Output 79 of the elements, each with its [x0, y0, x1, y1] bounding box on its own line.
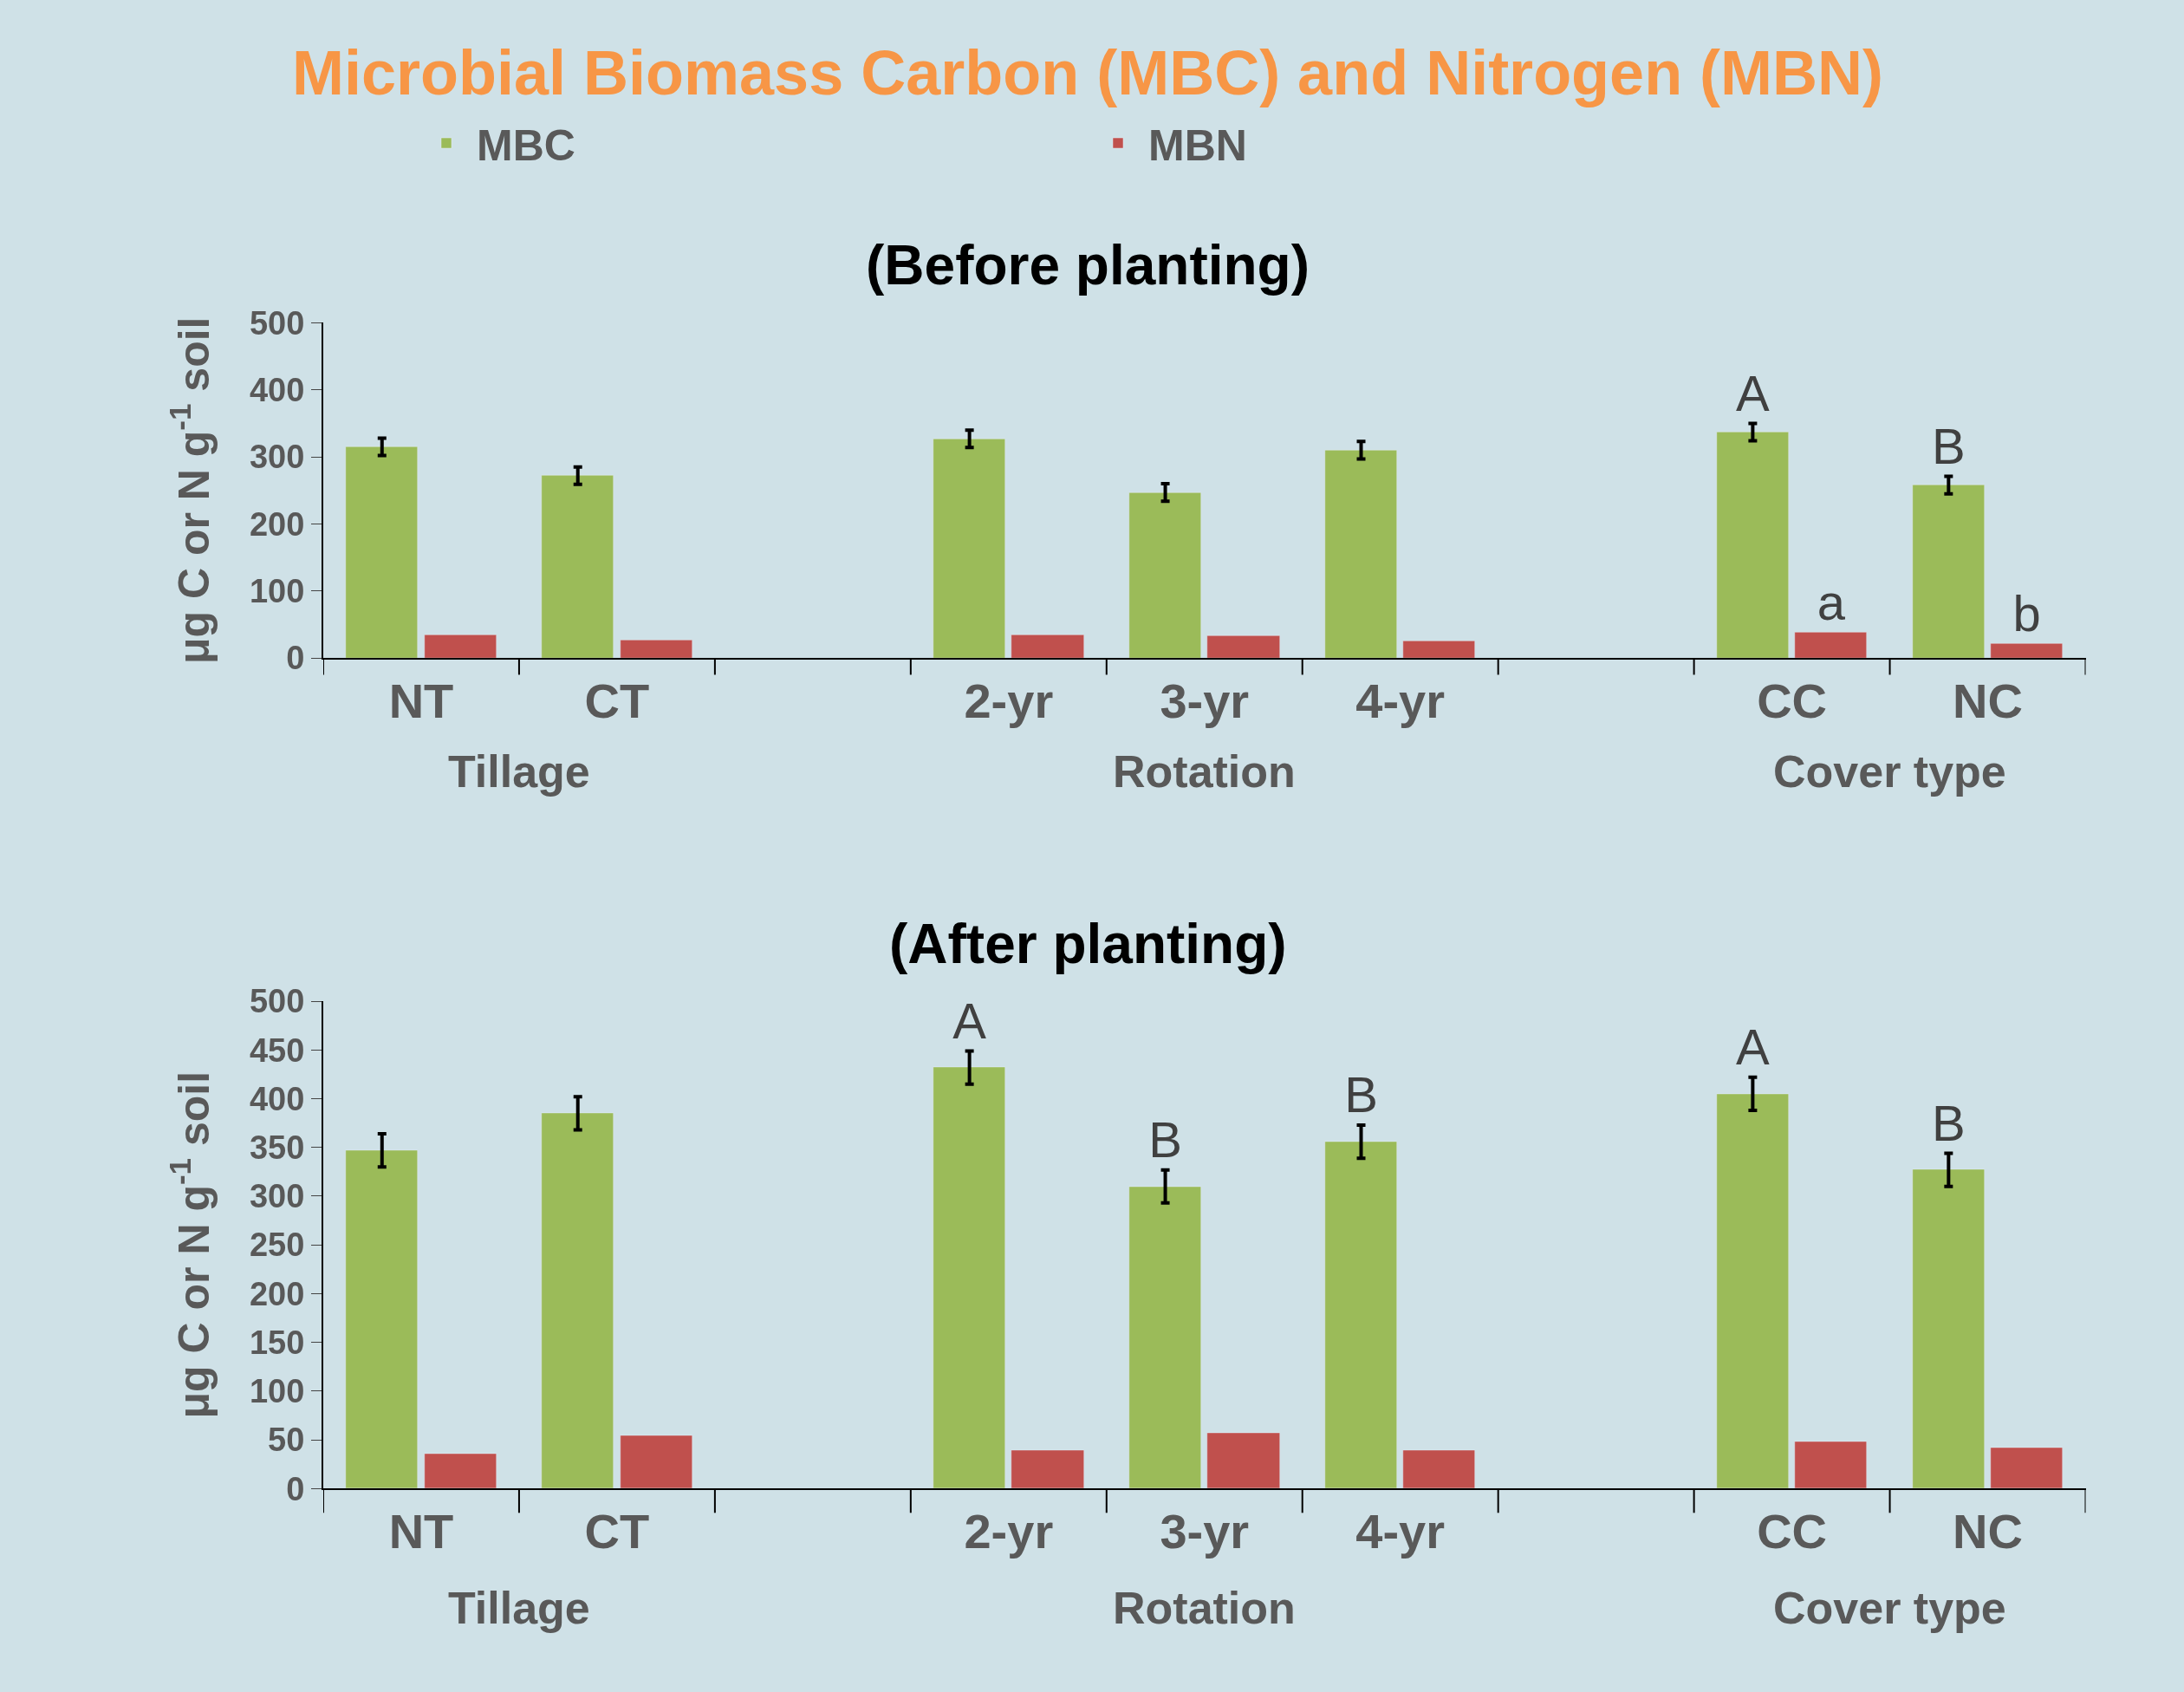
- y-tick-label: 0: [286, 1470, 305, 1507]
- x-tick-label: NT: [388, 1504, 454, 1559]
- bar: [424, 1453, 497, 1489]
- bar: [1402, 640, 1475, 659]
- bar: [620, 639, 692, 659]
- chart-title: (After planting): [889, 913, 1287, 975]
- y-tick-label: 450: [249, 1031, 305, 1069]
- bar: [1324, 449, 1397, 659]
- bar: [541, 474, 614, 659]
- y-tick-label: 300: [249, 439, 305, 476]
- x-tick-label: 4-yr: [1355, 1504, 1446, 1559]
- bar: [541, 1112, 614, 1489]
- y-tick-label: 250: [249, 1227, 305, 1264]
- data-label: A: [1736, 1018, 1771, 1076]
- y-tick-label: 500: [249, 983, 305, 1020]
- x-tick-label: 2-yr: [964, 674, 1054, 729]
- x-tick-label: 2-yr: [964, 1504, 1054, 1559]
- x-tick-label: NT: [388, 674, 454, 729]
- text: Cover type: [1773, 746, 2006, 797]
- x-tick-label: NC: [1953, 674, 2023, 729]
- x-tick-label: CC: [1757, 1504, 1828, 1559]
- y-tick-label: 50: [268, 1422, 305, 1459]
- y-tick-label: 200: [249, 1275, 305, 1312]
- text: Rotation: [1113, 1583, 1296, 1633]
- chart-subtitle: (Before planting): [866, 234, 1310, 296]
- bar: [1206, 634, 1280, 659]
- y-tick-label: 400: [249, 372, 305, 409]
- bar: [1206, 1432, 1280, 1489]
- y-tick-label: 100: [249, 573, 305, 610]
- bar: [1794, 1441, 1867, 1489]
- x-tick-label: 3-yr: [1160, 1504, 1250, 1559]
- data-label: B: [1344, 1066, 1378, 1123]
- bar: [1402, 1449, 1475, 1489]
- legend-label: MBN: [1148, 120, 1247, 170]
- x-tick-label: 3-yr: [1160, 674, 1250, 729]
- bar: [933, 1066, 1005, 1489]
- legend-label: MBC: [477, 120, 575, 170]
- bar: [1990, 642, 2063, 659]
- data-label: B: [1932, 1095, 1966, 1152]
- y-tick-label: 400: [249, 1080, 305, 1117]
- x-tick-label: NC: [1953, 1504, 2023, 1559]
- x-tick-label: 4-yr: [1355, 674, 1446, 729]
- bar: [345, 446, 418, 659]
- text: Tillage: [448, 1583, 590, 1633]
- y-tick-label: 300: [249, 1178, 305, 1215]
- text: Rotation: [1113, 746, 1296, 797]
- data-label: B: [1148, 1111, 1182, 1168]
- bar: [424, 634, 497, 659]
- data-label: a: [1817, 574, 1846, 631]
- x-tick-label: CT: [584, 674, 650, 729]
- bar: [1716, 1093, 1789, 1489]
- y-tick-label: 0: [286, 640, 305, 677]
- chart-title: Microbial Biomass Carbon (MBC) and Nitrogen (MBN): [292, 38, 1884, 107]
- text: Cover type: [1773, 1583, 2006, 1633]
- bar: [1912, 1168, 1985, 1489]
- y-tick-label: 350: [249, 1129, 305, 1167]
- data-label: A: [952, 992, 987, 1049]
- y-tick-label: 200: [249, 505, 305, 543]
- bar: [1794, 631, 1867, 659]
- bar: [1990, 1447, 2063, 1489]
- bar: [1912, 484, 1985, 659]
- bar: [1011, 1449, 1084, 1489]
- x-tick-label: CC: [1757, 674, 1828, 729]
- x-tick-label: CT: [584, 1504, 650, 1559]
- bar: [933, 438, 1005, 659]
- data-label: b: [2012, 584, 2041, 641]
- bar: [1324, 1141, 1397, 1489]
- bar: [1011, 634, 1084, 659]
- text: Tillage: [448, 746, 590, 797]
- y-tick-label: 150: [249, 1324, 305, 1361]
- bar: [1128, 1186, 1201, 1489]
- bar: [620, 1435, 692, 1489]
- bar: [1716, 431, 1789, 659]
- bar: [1128, 491, 1201, 659]
- data-label: A: [1736, 364, 1771, 421]
- bar: [345, 1149, 418, 1489]
- data-label: B: [1932, 418, 1966, 475]
- y-tick-label: 100: [249, 1373, 305, 1410]
- y-tick-label: 500: [249, 304, 305, 342]
